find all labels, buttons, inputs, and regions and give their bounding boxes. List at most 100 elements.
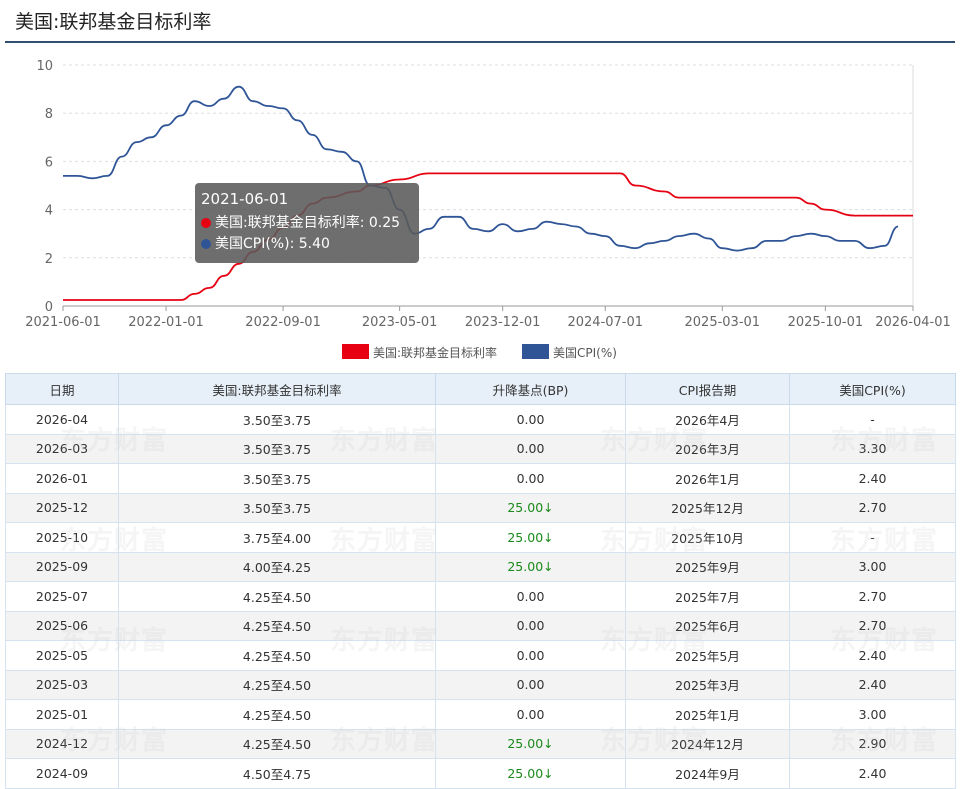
rate-dot-icon bbox=[201, 218, 211, 228]
tooltip-rate-row: 美国:联邦基金目标利率: 0.25 bbox=[201, 213, 413, 234]
table-row[interactable]: 2025-12 3.50至3.75 25.00↓ 2025年12月 2.70 bbox=[5, 492, 956, 523]
cell-cpi: 3.00 bbox=[789, 551, 956, 582]
cell-date: 2025-10 bbox=[5, 522, 119, 553]
x-tick-label: 2025-10-01 bbox=[788, 315, 864, 330]
cell-cpi: 3.00 bbox=[789, 699, 956, 730]
table-row[interactable]: 2024-12 4.25至4.50 25.00↓ 2024年12月 2.90 bbox=[5, 728, 956, 759]
cell-rate: 4.00至4.25 bbox=[118, 551, 436, 582]
cell-bp: 0.00 bbox=[435, 610, 626, 641]
x-tick-label: 2021-06-01 bbox=[25, 315, 101, 330]
cell-date: 2024-09 bbox=[5, 758, 119, 789]
header-cpi-period[interactable]: CPI报告期 bbox=[625, 373, 790, 405]
tooltip-cpi-row: 美国CPI(%): 5.40 bbox=[201, 234, 413, 255]
cell-cpi: 2.40 bbox=[789, 758, 956, 789]
cell-cpi-period: 2024年12月 bbox=[625, 728, 790, 759]
rate-series-line[interactable] bbox=[62, 172, 913, 301]
cell-rate: 4.25至4.50 bbox=[118, 581, 436, 612]
header-bp[interactable]: 升降基点(BP) bbox=[435, 373, 626, 405]
x-tick-label: 2026-04-01 bbox=[875, 315, 951, 330]
cell-date: 2026-03 bbox=[5, 433, 119, 464]
cell-bp: 25.00↓ bbox=[435, 758, 626, 789]
cell-date: 2025-06 bbox=[5, 610, 119, 641]
table-row[interactable]: 2025-06 4.25至4.50 0.00 2025年6月 2.70 bbox=[5, 610, 956, 641]
table-header-row: 日期 美国:联邦基金目标利率 升降基点(BP) CPI报告期 美国CPI(%) bbox=[5, 373, 956, 405]
cell-bp: 25.00↓ bbox=[435, 492, 626, 523]
cell-bp: 0.00 bbox=[435, 581, 626, 612]
header-rate[interactable]: 美国:联邦基金目标利率 bbox=[118, 373, 436, 405]
cpi-series-line[interactable] bbox=[62, 85, 899, 252]
cell-cpi: 2.70 bbox=[789, 610, 956, 641]
tooltip-date: 2021-06-01 bbox=[201, 190, 289, 208]
legend-rate-label[interactable]: 美国:联邦基金目标利率 bbox=[373, 345, 497, 360]
cell-date: 2026-01 bbox=[5, 463, 119, 494]
table-row[interactable]: 2025-10 3.75至4.00 25.00↓ 2025年10月 - bbox=[5, 522, 956, 553]
cell-cpi: - bbox=[789, 522, 956, 553]
table-row[interactable]: 2025-09 4.00至4.25 25.00↓ 2025年9月 3.00 bbox=[5, 551, 956, 582]
y-tick-label: 10 bbox=[36, 59, 53, 74]
header-date[interactable]: 日期 bbox=[5, 373, 119, 405]
rate-table-container: 日期 美国:联邦基金目标利率 升降基点(BP) CPI报告期 美国CPI(%) … bbox=[5, 373, 956, 789]
table-row[interactable]: 2024-09 4.50至4.75 25.00↓ 2024年9月 2.40 bbox=[5, 758, 956, 789]
cell-cpi-period: 2025年7月 bbox=[625, 581, 790, 612]
cell-bp: 0.00 bbox=[435, 669, 626, 700]
cell-cpi: 2.90 bbox=[789, 728, 956, 759]
cell-cpi-period: 2025年6月 bbox=[625, 610, 790, 641]
page-header: 美国:联邦基金目标利率 bbox=[5, 0, 955, 43]
y-tick-label: 8 bbox=[45, 107, 53, 122]
cell-date: 2025-01 bbox=[5, 699, 119, 730]
table-row[interactable]: 2025-01 4.25至4.50 0.00 2025年1月 3.00 bbox=[5, 699, 956, 730]
cell-bp: 25.00↓ bbox=[435, 551, 626, 582]
line-chart[interactable]: 0 2 4 6 8 10 2021-06-01 2022-01-01 2022-09-01 202… bbox=[0, 44, 961, 370]
cell-cpi-period: 2026年3月 bbox=[625, 433, 790, 464]
cell-rate: 3.50至3.75 bbox=[118, 433, 436, 464]
cell-cpi: 2.70 bbox=[789, 581, 956, 612]
y-tick-label: 0 bbox=[45, 300, 53, 315]
cell-cpi-period: 2026年4月 bbox=[625, 404, 790, 435]
x-tick-label: 2024-07-01 bbox=[567, 315, 643, 330]
cell-date: 2025-09 bbox=[5, 551, 119, 582]
legend-rate-swatch[interactable] bbox=[342, 344, 369, 359]
legend-cpi-label[interactable]: 美国CPI(%) bbox=[553, 346, 617, 360]
chart-area[interactable]: 0 2 4 6 8 10 2021-06-01 2022-01-01 2022-09-01 202… bbox=[0, 44, 961, 370]
cell-date: 2025-05 bbox=[5, 640, 119, 671]
page-title: 美国:联邦基金目标利率 bbox=[15, 11, 212, 33]
cell-cpi-period: 2024年9月 bbox=[625, 758, 790, 789]
cell-rate: 4.25至4.50 bbox=[118, 640, 436, 671]
cell-cpi-period: 2025年12月 bbox=[625, 492, 790, 523]
y-tick-label: 6 bbox=[45, 155, 53, 170]
cell-cpi-period: 2026年1月 bbox=[625, 463, 790, 494]
cell-date: 2025-12 bbox=[5, 492, 119, 523]
x-tick-label: 2023-12-01 bbox=[465, 315, 541, 330]
table-body: 2026-04 3.50至3.75 0.00 2026年4月 -2026-03 3.50至… bbox=[5, 404, 956, 789]
x-tick-label: 2023-05-01 bbox=[362, 315, 438, 330]
cell-cpi-period: 2025年1月 bbox=[625, 699, 790, 730]
x-tick-label: 2025-03-01 bbox=[685, 315, 761, 330]
table-row[interactable]: 2025-07 4.25至4.50 0.00 2025年7月 2.70 bbox=[5, 581, 956, 612]
cell-cpi: 2.40 bbox=[789, 463, 956, 494]
cell-cpi-period: 2025年3月 bbox=[625, 669, 790, 700]
cell-cpi: 2.40 bbox=[789, 640, 956, 671]
cell-rate: 4.25至4.50 bbox=[118, 699, 436, 730]
cell-rate: 3.75至4.00 bbox=[118, 522, 436, 553]
cell-bp: 0.00 bbox=[435, 640, 626, 671]
cell-bp: 25.00↓ bbox=[435, 522, 626, 553]
table-row[interactable]: 2026-01 3.50至3.75 0.00 2026年1月 2.40 bbox=[5, 463, 956, 494]
cell-date: 2024-12 bbox=[5, 728, 119, 759]
header-cpi[interactable]: 美国CPI(%) bbox=[789, 373, 956, 405]
cell-bp: 0.00 bbox=[435, 404, 626, 435]
cell-rate: 4.25至4.50 bbox=[118, 728, 436, 759]
cell-rate: 4.25至4.50 bbox=[118, 669, 436, 700]
cell-date: 2025-03 bbox=[5, 669, 119, 700]
table-row[interactable]: 2025-03 4.25至4.50 0.00 2025年3月 2.40 bbox=[5, 669, 956, 700]
cpi-dot-icon bbox=[201, 239, 211, 249]
cell-rate: 3.50至3.75 bbox=[118, 404, 436, 435]
chart-tooltip: 2021-06-01 美国:联邦基金目标利率: 0.25 美国CPI(%): 5… bbox=[195, 183, 419, 263]
cell-rate: 4.25至4.50 bbox=[118, 610, 436, 641]
table-row[interactable]: 2026-04 3.50至3.75 0.00 2026年4月 - bbox=[5, 404, 956, 435]
table-row[interactable]: 2025-05 4.25至4.50 0.00 2025年5月 2.40 bbox=[5, 640, 956, 671]
cell-bp: 0.00 bbox=[435, 463, 626, 494]
table-row[interactable]: 2026-03 3.50至3.75 0.00 2026年3月 3.30 bbox=[5, 433, 956, 464]
cell-cpi-period: 2025年10月 bbox=[625, 522, 790, 553]
y-tick-label: 2 bbox=[45, 252, 53, 267]
legend-cpi-swatch[interactable] bbox=[522, 344, 549, 359]
